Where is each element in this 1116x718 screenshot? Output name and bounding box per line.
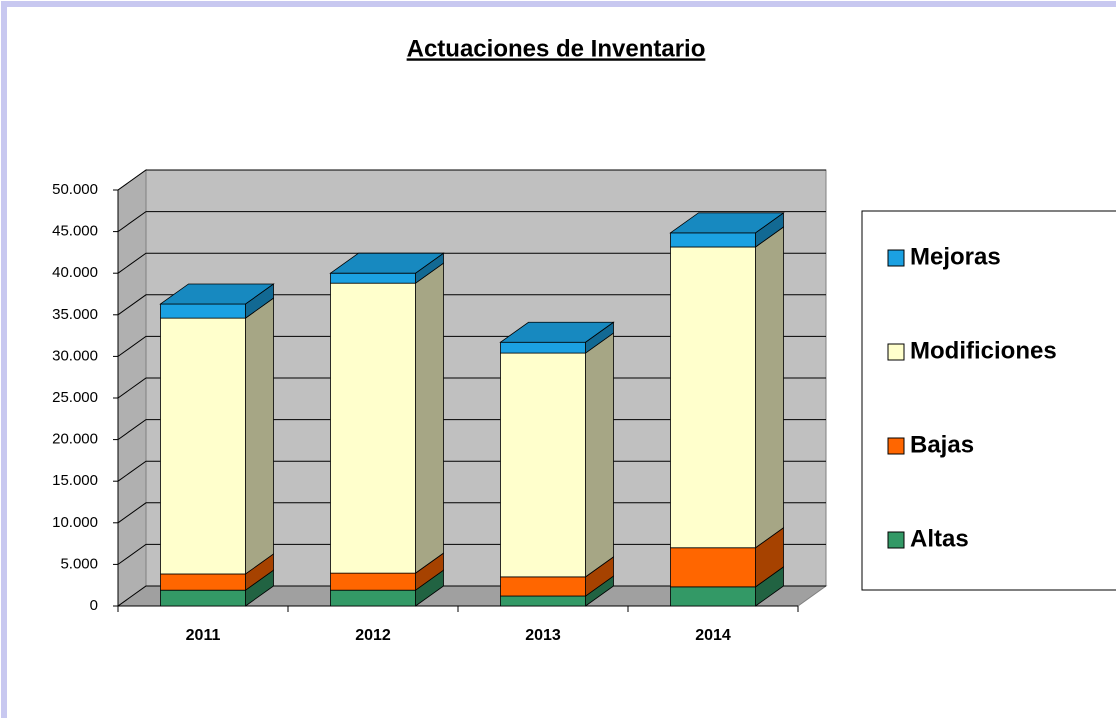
x-tick-label: 2014 <box>695 627 731 644</box>
bar <box>670 547 756 588</box>
y-tick-label: 20.000 <box>52 431 98 448</box>
y-tick-label: 40.000 <box>52 264 98 281</box>
x-tick-label: 2011 <box>186 627 221 644</box>
y-tick-label: 35.000 <box>52 306 98 323</box>
grid-line <box>117 211 826 233</box>
bar-side <box>585 332 614 578</box>
bar <box>500 341 586 354</box>
bar-top <box>329 252 445 274</box>
legend-label: Altas <box>910 525 969 552</box>
grid-line <box>117 294 826 316</box>
y-tick-label: 25.000 <box>52 389 98 406</box>
x-tick-label: 2012 <box>355 627 391 644</box>
y-tick-label: 30.000 <box>52 347 98 364</box>
legend-label: Modificiones <box>910 337 1057 364</box>
bar <box>500 352 586 578</box>
grid-line <box>117 252 826 274</box>
bar <box>330 282 416 574</box>
bar <box>160 303 246 319</box>
legend-label: Bajas <box>910 431 974 458</box>
legend-swatch <box>887 531 905 549</box>
y-tick-label: 0 <box>90 597 98 614</box>
bar-top <box>669 212 785 234</box>
legend-label: Mejoras <box>910 243 1001 270</box>
bar <box>160 573 246 591</box>
bar-side <box>415 262 444 574</box>
bar <box>670 586 756 607</box>
grid-line <box>117 169 826 191</box>
legend-swatch <box>887 343 905 361</box>
y-tick-label: 50.000 <box>52 181 98 198</box>
legend-swatch <box>887 249 905 267</box>
x-tick-label: 2013 <box>525 627 561 644</box>
bar <box>670 246 756 549</box>
bar-side <box>245 297 274 575</box>
bar <box>160 589 246 607</box>
bar-top <box>499 321 615 343</box>
bar <box>670 232 756 248</box>
bar <box>330 589 416 607</box>
y-tick-label: 45.000 <box>52 223 98 240</box>
y-tick-label: 5.000 <box>60 555 98 572</box>
legend-swatch <box>887 437 905 455</box>
bar <box>500 576 586 597</box>
bar-top <box>159 283 275 305</box>
bar <box>160 317 246 575</box>
y-tick-label: 15.000 <box>52 472 98 489</box>
chart-title: Actuaciones de Inventario <box>407 35 706 62</box>
bar <box>500 595 586 607</box>
y-tick-label: 10.000 <box>52 514 98 531</box>
bar <box>330 272 416 284</box>
legend <box>861 210 1116 591</box>
bar-side <box>755 226 784 549</box>
bar <box>330 572 416 591</box>
